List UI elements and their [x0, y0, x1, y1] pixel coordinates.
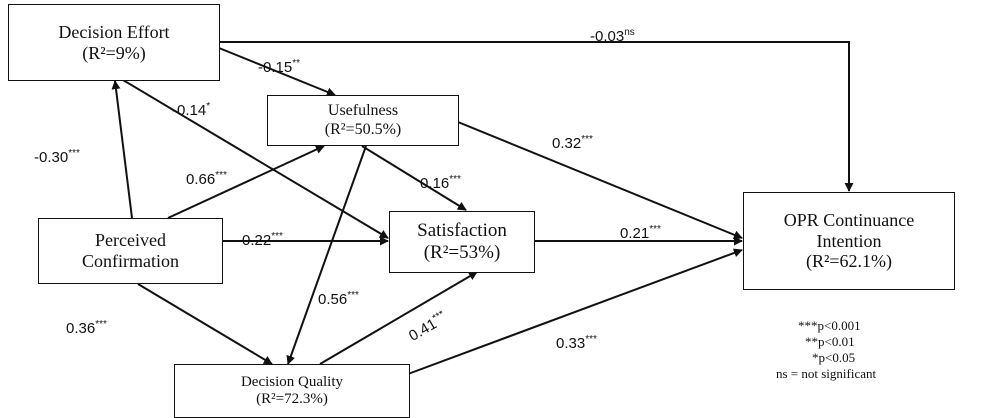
node-decision-quality-name: Decision Quality	[240, 373, 344, 390]
label-use-opr: 0.32***	[552, 134, 593, 152]
arrow-de-sat	[122, 79, 389, 239]
legend-item-01: **p<0.01	[805, 334, 855, 349]
node-decision-quality-r2: (R²=72.3%)	[256, 391, 328, 407]
label-pc-de: -0.30***	[34, 148, 80, 166]
node-opr-r2: (R²=62.1%)	[805, 251, 893, 272]
node-decision-effort-name: Decision Effort	[58, 21, 170, 42]
label-de-sat: -0.14*	[172, 101, 211, 119]
node-satisfaction-name: Satisfaction	[417, 220, 507, 242]
legend-item-001: ***p<0.001	[798, 318, 861, 333]
node-perceived-confirmation-line1: Perceived	[95, 230, 166, 251]
arrow-use-opr	[457, 121, 743, 240]
label-pc-sat: 0.22***	[242, 231, 283, 249]
node-perceived-confirmation: Perceived Confirmation	[38, 218, 223, 284]
legend-item-05: *p<0.05	[812, 350, 856, 365]
node-satisfaction: Satisfaction (R²=53%)	[389, 211, 535, 273]
node-usefulness: Usefulness (R²=50.5%)	[267, 95, 459, 146]
arrow-use-sat	[361, 145, 467, 211]
label-use-dq: 0.56***	[318, 290, 359, 308]
arrow-dq-opr	[407, 248, 743, 375]
node-decision-effort: Decision Effort (R²=9%)	[8, 4, 220, 81]
node-satisfaction-r2: (R²=53%)	[423, 242, 501, 263]
node-usefulness-name: Usefulness	[327, 102, 399, 120]
label-sat-opr: 0.21***	[620, 224, 661, 242]
label-use-sat: 0.16***	[420, 174, 461, 192]
legend-item-ns: ns = not significant	[776, 366, 877, 381]
arrow-pc-de	[111, 80, 133, 219]
arrow-pc-dq	[137, 283, 273, 365]
arrow-use-dq	[286, 145, 367, 365]
node-perceived-confirmation-line2: Confirmation	[82, 251, 179, 271]
arrow-dq-sat	[319, 271, 478, 365]
arrow-de-use	[218, 47, 336, 97]
node-usefulness-r2: (R²=50.5%)	[324, 120, 402, 138]
label-de-opr: -0.03ns	[590, 27, 635, 45]
node-opr-line1: OPR Continuance	[783, 209, 915, 230]
node-opr-continuance-intention: OPR Continuance Intention (R²=62.1%)	[743, 192, 955, 290]
label-dq-opr: 0.33***	[556, 334, 597, 352]
arrow-de-opr	[219, 41, 854, 192]
node-opr-line2: Intention	[816, 230, 882, 251]
node-decision-effort-r2: (R²=9%)	[82, 42, 146, 63]
label-pc-use: 0.66***	[186, 170, 227, 188]
arrow-pc-use	[167, 145, 325, 219]
label-pc-dq: 0.36***	[66, 319, 107, 337]
label-de-use: -0.15**	[258, 58, 300, 76]
significance-legend: ***p<0.001 **p<0.01 *p<0.05 ns = not sig…	[776, 318, 976, 382]
node-decision-quality: Decision Quality (R²=72.3%)	[174, 364, 410, 418]
